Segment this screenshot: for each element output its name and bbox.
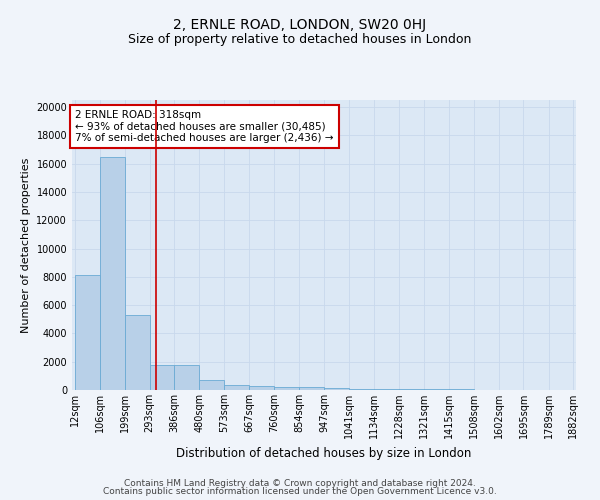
Bar [175,364,199,390]
Bar [250,386,274,390]
X-axis label: Distribution of detached houses by size in London: Distribution of detached houses by size … [176,446,472,460]
Bar [349,388,374,390]
Bar [100,156,125,390]
Bar [199,380,224,390]
Text: Contains public sector information licensed under the Open Government Licence v3: Contains public sector information licen… [103,487,497,496]
Bar [274,387,299,390]
Text: 2, ERNLE ROAD, LONDON, SW20 0HJ: 2, ERNLE ROAD, LONDON, SW20 0HJ [173,18,427,32]
Text: 2 ERNLE ROAD: 318sqm
← 93% of detached houses are smaller (30,485)
7% of semi-de: 2 ERNLE ROAD: 318sqm ← 93% of detached h… [75,110,334,143]
Text: Size of property relative to detached houses in London: Size of property relative to detached ho… [128,32,472,46]
Bar [149,364,175,390]
Bar [74,276,100,390]
Text: Contains HM Land Registry data © Crown copyright and database right 2024.: Contains HM Land Registry data © Crown c… [124,478,476,488]
Bar [125,315,149,390]
Bar [224,385,250,390]
Bar [299,387,324,390]
Bar [324,388,349,390]
Y-axis label: Number of detached properties: Number of detached properties [21,158,31,332]
